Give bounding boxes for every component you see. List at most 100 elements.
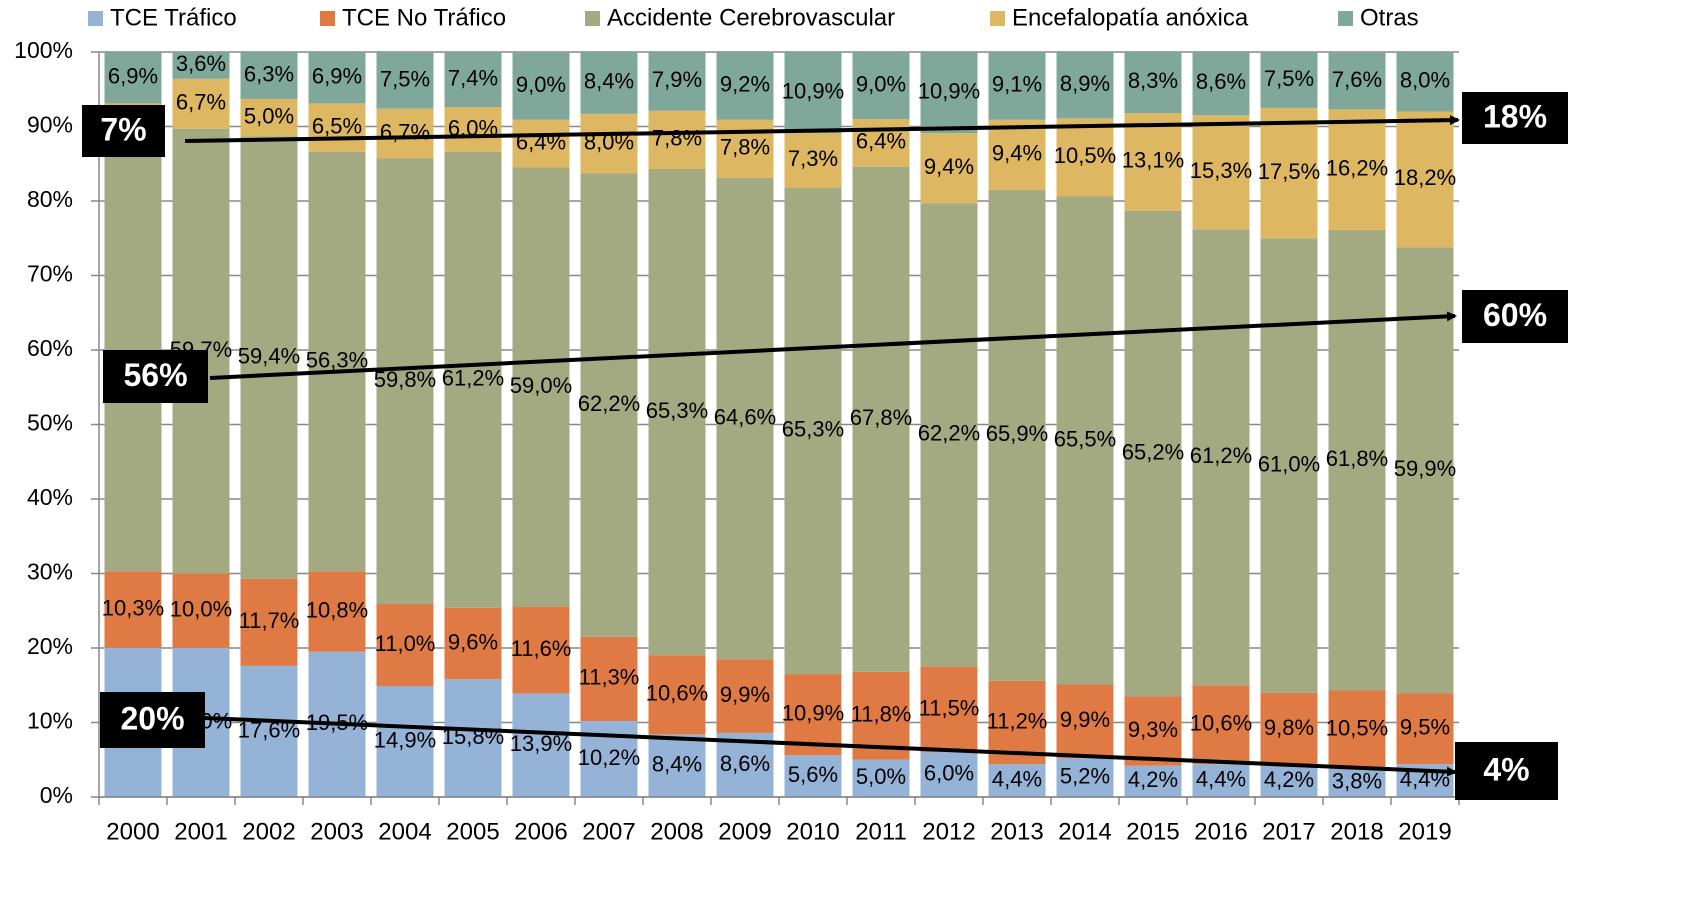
- data-label: 61,8%: [1326, 446, 1388, 471]
- bar-segment: [104, 571, 162, 648]
- bar-segment: [784, 187, 842, 675]
- data-label: 4,2%: [1264, 767, 1314, 792]
- data-label: 62,2%: [918, 421, 980, 446]
- bar-segment: [444, 679, 502, 797]
- data-label: 10,6%: [1190, 711, 1252, 736]
- bar-segment: [1328, 109, 1386, 231]
- bar-segment: [240, 578, 298, 666]
- bar-segment: [580, 51, 638, 114]
- bar-segment: [580, 636, 638, 722]
- legend-label: Otras: [1360, 4, 1419, 31]
- bar-segment: [648, 734, 706, 797]
- bar-segment: [648, 52, 706, 111]
- data-label: 5,2%: [1060, 763, 1110, 788]
- annotation-box: [103, 350, 208, 403]
- bar-segment: [1056, 196, 1114, 685]
- bar-segment: [444, 151, 502, 608]
- data-label: 6,3%: [244, 61, 294, 86]
- bar-segment: [444, 607, 502, 680]
- data-label: 8,3%: [1128, 68, 1178, 93]
- x-tick-label: 2017: [1262, 818, 1315, 845]
- legend-label: Accidente Cerebrovascular: [607, 4, 895, 31]
- bar-segment: [172, 52, 230, 79]
- data-label: 10,3%: [102, 595, 164, 620]
- x-tick-label: 2014: [1058, 818, 1111, 845]
- data-label: 11,3%: [579, 665, 640, 690]
- bar-segment: [716, 177, 774, 660]
- bar-segment: [1056, 118, 1114, 197]
- data-label: 65,2%: [1122, 439, 1184, 464]
- x-tick-label: 2009: [718, 818, 771, 845]
- annotation-box: [1455, 742, 1558, 800]
- bar-segment: [1260, 692, 1318, 766]
- bar-segment: [172, 573, 230, 648]
- data-label: 59,0%: [510, 373, 572, 398]
- bar-segment: [920, 52, 978, 134]
- x-tick-label: 2008: [650, 818, 703, 845]
- bar-segment: [512, 52, 570, 120]
- data-label: 8,6%: [720, 751, 770, 776]
- annotation-box: [100, 692, 205, 748]
- data-label: 61,2%: [1190, 443, 1252, 468]
- data-label: 9,4%: [924, 154, 974, 179]
- y-tick-label: 90%: [27, 112, 73, 138]
- data-label: 3,8%: [1332, 769, 1382, 794]
- data-label: 9,3%: [1128, 717, 1178, 742]
- data-label: 10,6%: [646, 681, 708, 706]
- data-label: 11,8%: [851, 702, 912, 727]
- y-tick-label: 0%: [40, 782, 73, 808]
- bar-segment: [1396, 52, 1454, 112]
- data-label: 4,4%: [1196, 766, 1246, 791]
- x-tick-label: 2004: [378, 818, 431, 845]
- data-label: 8,9%: [1060, 71, 1110, 96]
- data-label: 9,8%: [1264, 715, 1314, 740]
- data-label: 4,2%: [1128, 767, 1178, 792]
- data-label: 64,6%: [714, 404, 776, 429]
- x-tick-label: 2013: [990, 818, 1043, 845]
- bar-segment: [1396, 247, 1454, 694]
- bar-segment: [784, 755, 842, 797]
- bar-segment: [1192, 115, 1250, 230]
- bar-segment: [1260, 765, 1318, 797]
- data-label: 7,3%: [788, 146, 838, 171]
- data-label: 65,3%: [646, 398, 708, 423]
- data-label: 7,6%: [1332, 67, 1382, 92]
- bar-segment: [512, 167, 570, 608]
- data-label: 6,9%: [312, 64, 362, 89]
- bar-segment: [716, 659, 774, 733]
- data-label: 8,6%: [1196, 69, 1246, 94]
- bar-segment: [1260, 238, 1318, 693]
- data-label: 9,5%: [1400, 715, 1450, 740]
- bar-segment: [240, 665, 298, 797]
- y-tick-label: 100%: [14, 37, 73, 63]
- data-label: 67,8%: [850, 405, 912, 430]
- bar-segment: [648, 110, 706, 169]
- x-tick-label: 2006: [514, 818, 567, 845]
- bar-segment: [308, 151, 366, 572]
- data-label: 6,4%: [856, 129, 906, 154]
- data-label: 8,0%: [1400, 68, 1450, 93]
- x-tick-label: 2005: [446, 818, 499, 845]
- x-tick-label: 2018: [1330, 818, 1383, 845]
- bar-segment: [648, 168, 706, 656]
- legend-swatch: [88, 11, 103, 26]
- data-label: 5,0%: [244, 103, 294, 128]
- data-label: 6,0%: [924, 760, 974, 785]
- data-label: 15,3%: [1190, 158, 1252, 183]
- bar-segment: [852, 759, 910, 797]
- bar-segment: [376, 685, 434, 797]
- annotation-label: 4%: [1483, 751, 1529, 787]
- data-label: 16,2%: [1326, 156, 1388, 181]
- y-tick-label: 20%: [27, 633, 73, 659]
- data-label: 65,9%: [986, 421, 1048, 446]
- data-label: 65,3%: [782, 417, 844, 442]
- data-label: 7,5%: [380, 66, 430, 91]
- data-label: 11,0%: [375, 631, 436, 656]
- trend-arrow: [204, 716, 1457, 777]
- bar-segment: [852, 52, 910, 120]
- bar-segment: [376, 158, 434, 605]
- data-label: 13,1%: [1122, 148, 1184, 173]
- legend-label: TCE Tráfico: [110, 4, 237, 31]
- bar-segment: [1328, 690, 1386, 769]
- bar-segment: [716, 51, 774, 120]
